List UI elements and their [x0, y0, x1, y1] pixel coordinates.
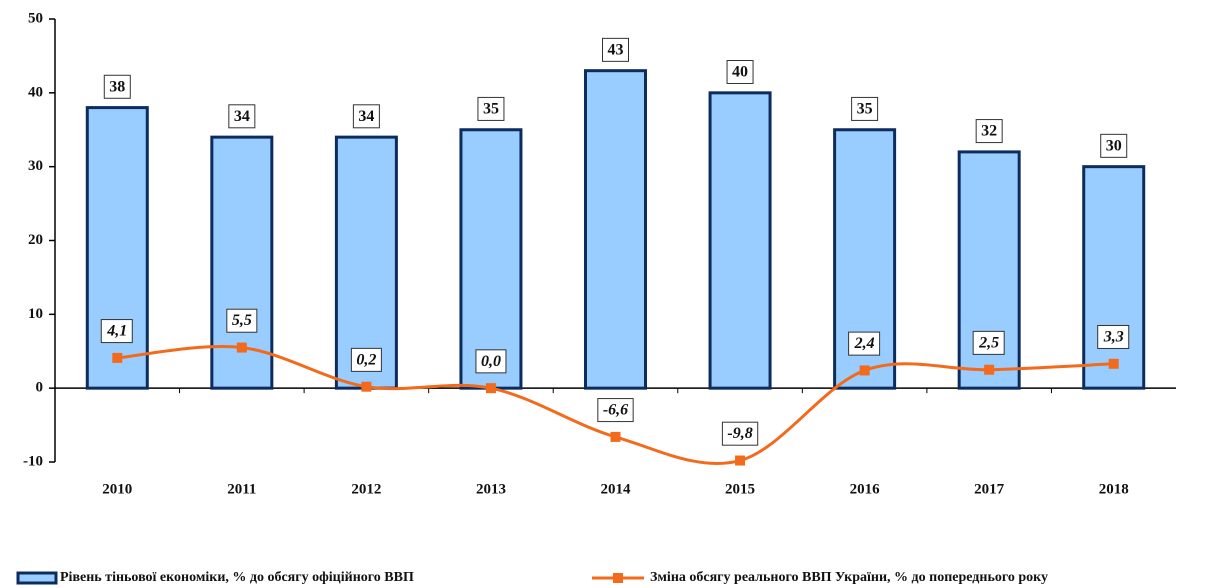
x-tick-label: 2015 — [725, 481, 755, 497]
line-label-box — [226, 308, 258, 333]
line-label: -6,6 — [603, 402, 628, 419]
line-label-box — [721, 421, 759, 446]
line-label: 3,3 — [1103, 328, 1124, 345]
bar — [85, 106, 149, 390]
x-tick-label: 2012 — [351, 481, 381, 497]
line-label: 5,5 — [232, 312, 252, 329]
bar-label: 38 — [109, 78, 125, 95]
y-tick-label: 30 — [28, 158, 43, 174]
line-marker — [610, 431, 621, 442]
bar — [1082, 165, 1146, 390]
line-label: 0,0 — [481, 353, 501, 370]
x-tick-label: 2011 — [227, 481, 256, 497]
bar-label-box — [228, 104, 256, 129]
line-label: 0,2 — [356, 351, 376, 368]
line-label-box — [100, 319, 133, 344]
bar-label-box — [726, 60, 754, 85]
line-marker — [1108, 358, 1119, 369]
line-label: 2,4 — [854, 335, 875, 352]
x-tick-label: 2013 — [476, 481, 506, 497]
bar — [584, 69, 647, 390]
legend-swatch — [16, 571, 58, 585]
line-marker — [735, 455, 746, 466]
line-marker — [112, 352, 123, 363]
y-tick-label: 0 — [36, 380, 44, 396]
bar-label-box — [602, 37, 629, 62]
line-label: 2,5 — [978, 334, 999, 351]
bar-label: 30 — [1106, 137, 1122, 154]
bar — [708, 91, 772, 390]
y-tick-label: 20 — [28, 232, 43, 248]
bar — [334, 135, 398, 390]
bar-label-box — [975, 119, 1003, 144]
bar-label: 34 — [234, 108, 250, 125]
line-label-box — [350, 347, 382, 372]
line-label: 4,1 — [106, 323, 127, 340]
bar-label-box — [1100, 133, 1128, 158]
bar-label: 34 — [358, 108, 374, 125]
bar-label: 35 — [483, 100, 499, 117]
y-tick-label: -10 — [23, 453, 43, 469]
line-marker — [236, 342, 247, 353]
bar-label: 43 — [608, 41, 624, 58]
y-tick-label: 50 — [28, 10, 43, 26]
line-marker — [984, 364, 995, 375]
x-tick-label: 2010 — [102, 481, 132, 497]
line-label: -9,8 — [727, 425, 752, 442]
line-marker — [361, 381, 372, 392]
x-tick-label: 2016 — [850, 481, 881, 497]
line-marker — [485, 383, 496, 394]
line-label-box — [1097, 324, 1130, 349]
legend-label: Рівень тіньової економіки, % до обсягу о… — [60, 570, 414, 585]
line-label-box — [475, 349, 507, 374]
bar-label-box — [851, 96, 879, 121]
x-tick-label: 2018 — [1099, 481, 1129, 497]
bar-label: 32 — [981, 123, 997, 140]
line-label-box — [848, 331, 881, 356]
x-tick-label: 2014 — [601, 481, 632, 497]
y-tick-label: 10 — [28, 306, 43, 322]
legend-marker — [613, 573, 623, 583]
bar-label-box — [103, 74, 131, 99]
x-tick-label: 2017 — [974, 481, 1005, 497]
bar-label-box — [477, 96, 505, 121]
y-tick-label: 40 — [28, 84, 43, 100]
line-label-box — [972, 330, 1005, 355]
bar-label: 40 — [732, 64, 748, 81]
legend-label: Зміна обсягу реального ВВП України, % до… — [650, 570, 1048, 585]
bar-label-box — [352, 104, 380, 129]
line-label-box — [597, 398, 634, 423]
bar-label: 35 — [857, 100, 873, 117]
line-marker — [859, 365, 870, 376]
